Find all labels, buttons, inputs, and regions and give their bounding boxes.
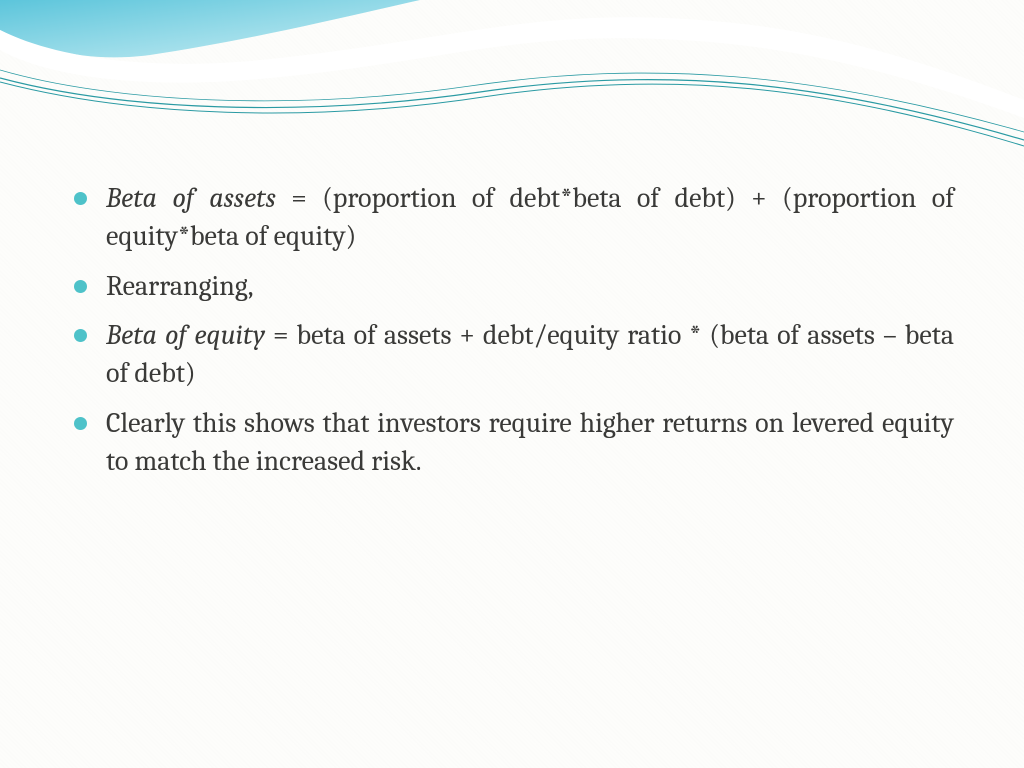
slide-content: Beta of assets = (proportion of debt*bet…: [70, 180, 954, 493]
bullet-item: Beta of equity = beta of assets + debt/e…: [70, 317, 954, 393]
text-run: Beta of equity: [106, 319, 265, 351]
bullet-item: Clearly this shows that investors requir…: [70, 405, 954, 481]
bullet-item: Beta of assets = (proportion of debt*bet…: [70, 180, 954, 256]
header-wave-decoration: [0, 0, 1024, 160]
bullet-list: Beta of assets = (proportion of debt*bet…: [70, 180, 954, 481]
bullet-item: Rearranging,: [70, 268, 954, 306]
slide: Beta of assets = (proportion of debt*bet…: [0, 0, 1024, 768]
text-run: Rearranging,: [106, 270, 253, 302]
text-run: Beta of assets: [106, 182, 276, 214]
text-run: Clearly this shows that investors requir…: [106, 407, 954, 477]
